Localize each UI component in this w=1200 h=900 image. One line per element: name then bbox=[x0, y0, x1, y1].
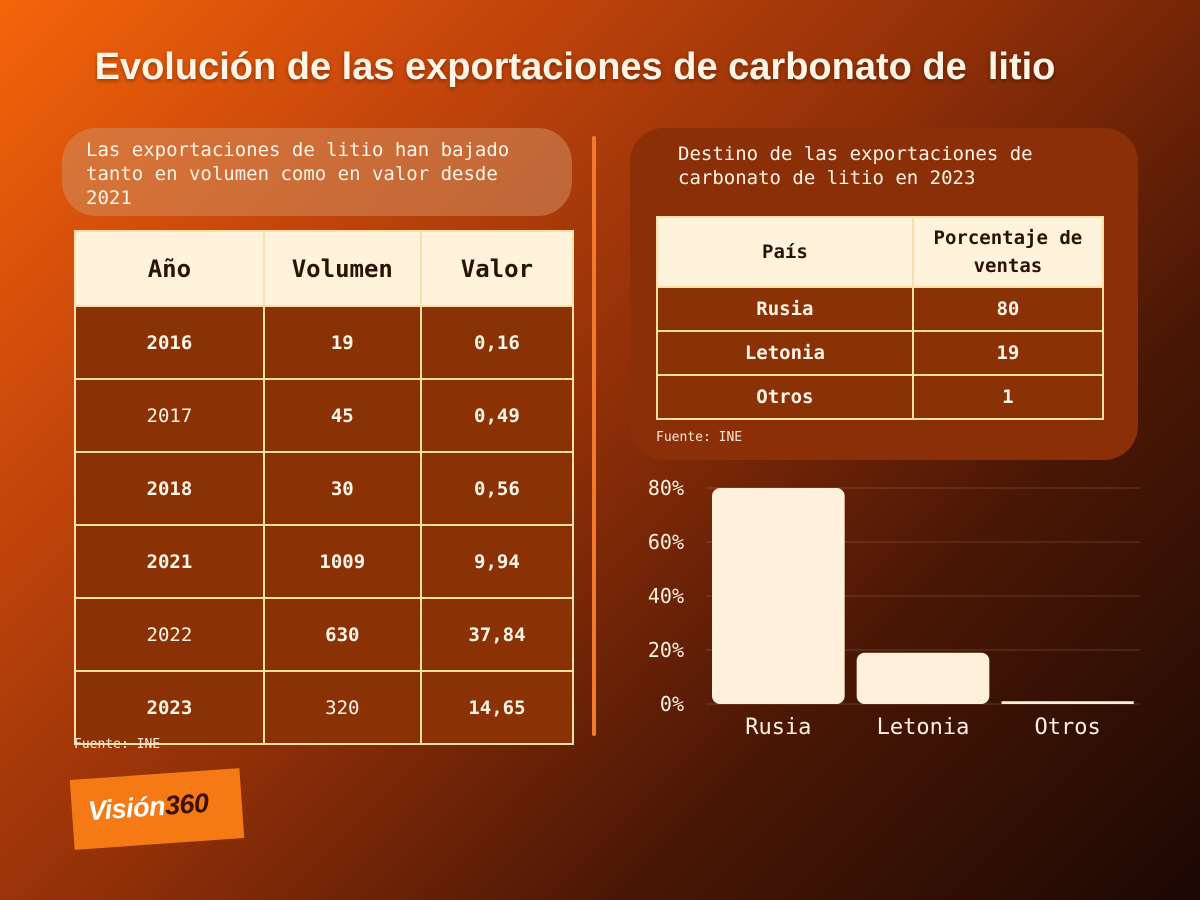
table-row: 2018 30 0,56 bbox=[74, 451, 575, 526]
logo-number: 360 bbox=[163, 787, 210, 821]
destination-bar-chart: 0% 20% 40% 60% 80% Rusia Letonia Otros bbox=[648, 476, 1140, 740]
cell-value: 9,94 bbox=[419, 524, 575, 599]
table-row: 2017 45 0,49 bbox=[74, 378, 575, 453]
cell-year: 2017 bbox=[74, 378, 265, 453]
cell-volume: 630 bbox=[262, 597, 422, 672]
destination-table: País Porcentaje de ventas Rusia 80 Leton… bbox=[656, 216, 1105, 420]
table-row: Rusia 80 bbox=[656, 286, 1105, 332]
header-country: País bbox=[656, 216, 914, 288]
bar bbox=[712, 488, 845, 704]
left-subtitle: Las exportaciones de litio han bajado ta… bbox=[62, 128, 572, 216]
y-tick-label: 40% bbox=[648, 584, 684, 608]
cell-percent: 19 bbox=[911, 330, 1105, 376]
header-year: Año bbox=[74, 230, 265, 307]
cell-value: 0,16 bbox=[419, 305, 575, 380]
cell-volume: 19 bbox=[262, 305, 422, 380]
right-subtitle: Destino de las exportaciones de carbonat… bbox=[678, 143, 1033, 189]
y-tick-label: 20% bbox=[648, 638, 684, 662]
header-value: Valor bbox=[419, 230, 575, 307]
vertical-divider bbox=[592, 136, 596, 736]
cell-volume: 320 bbox=[262, 670, 422, 745]
table-row: 2016 19 0,16 bbox=[74, 305, 575, 380]
table-row: 2021 1009 9,94 bbox=[74, 524, 575, 599]
cell-value: 0,49 bbox=[419, 378, 575, 453]
y-tick-label: 60% bbox=[648, 530, 684, 554]
cell-year: 2022 bbox=[74, 597, 265, 672]
cell-volume: 1009 bbox=[262, 524, 422, 599]
table-row: 2023 320 14,65 bbox=[74, 670, 575, 745]
page-title: Evolución de las exportaciones de carbon… bbox=[94, 46, 1056, 88]
x-tick-label: Letonia bbox=[877, 715, 970, 740]
header-percent: Porcentaje de ventas bbox=[911, 216, 1105, 288]
logo-word: Visión bbox=[87, 790, 166, 827]
bar bbox=[1001, 701, 1134, 704]
cell-country: Otros bbox=[656, 374, 914, 420]
table-row: Otros 1 bbox=[656, 374, 1105, 420]
bar bbox=[856, 652, 990, 704]
cell-value: 14,65 bbox=[419, 670, 575, 745]
table-header-row: País Porcentaje de ventas bbox=[656, 216, 1105, 288]
cell-percent: 1 bbox=[911, 374, 1105, 420]
x-tick-label: Rusia bbox=[745, 715, 811, 740]
table-row: 2022 630 37,84 bbox=[74, 597, 575, 672]
cell-value: 0,56 bbox=[419, 451, 575, 526]
table-header-row: Año Volumen Valor bbox=[74, 230, 575, 307]
cell-year: 2021 bbox=[74, 524, 265, 599]
right-source: Fuente: INE bbox=[656, 430, 743, 445]
cell-country: Rusia bbox=[656, 286, 914, 332]
y-tick-label: 80% bbox=[648, 476, 684, 500]
cell-year: 2018 bbox=[74, 451, 265, 526]
cell-volume: 30 bbox=[262, 451, 422, 526]
cell-year: 2023 bbox=[74, 670, 265, 745]
cell-country: Letonia bbox=[656, 330, 914, 376]
cell-percent: 80 bbox=[911, 286, 1105, 332]
cell-value: 37,84 bbox=[419, 597, 575, 672]
cell-volume: 45 bbox=[262, 378, 422, 453]
y-tick-label: 0% bbox=[660, 692, 684, 716]
exports-table: Año Volumen Valor 2016 19 0,16 2017 45 0… bbox=[74, 230, 575, 745]
header-volume: Volumen bbox=[262, 230, 422, 307]
left-source: Fuente: INE bbox=[74, 737, 161, 752]
cell-year: 2016 bbox=[74, 305, 265, 380]
table-row: Letonia 19 bbox=[656, 330, 1105, 376]
x-tick-label: Otros bbox=[1035, 715, 1101, 740]
